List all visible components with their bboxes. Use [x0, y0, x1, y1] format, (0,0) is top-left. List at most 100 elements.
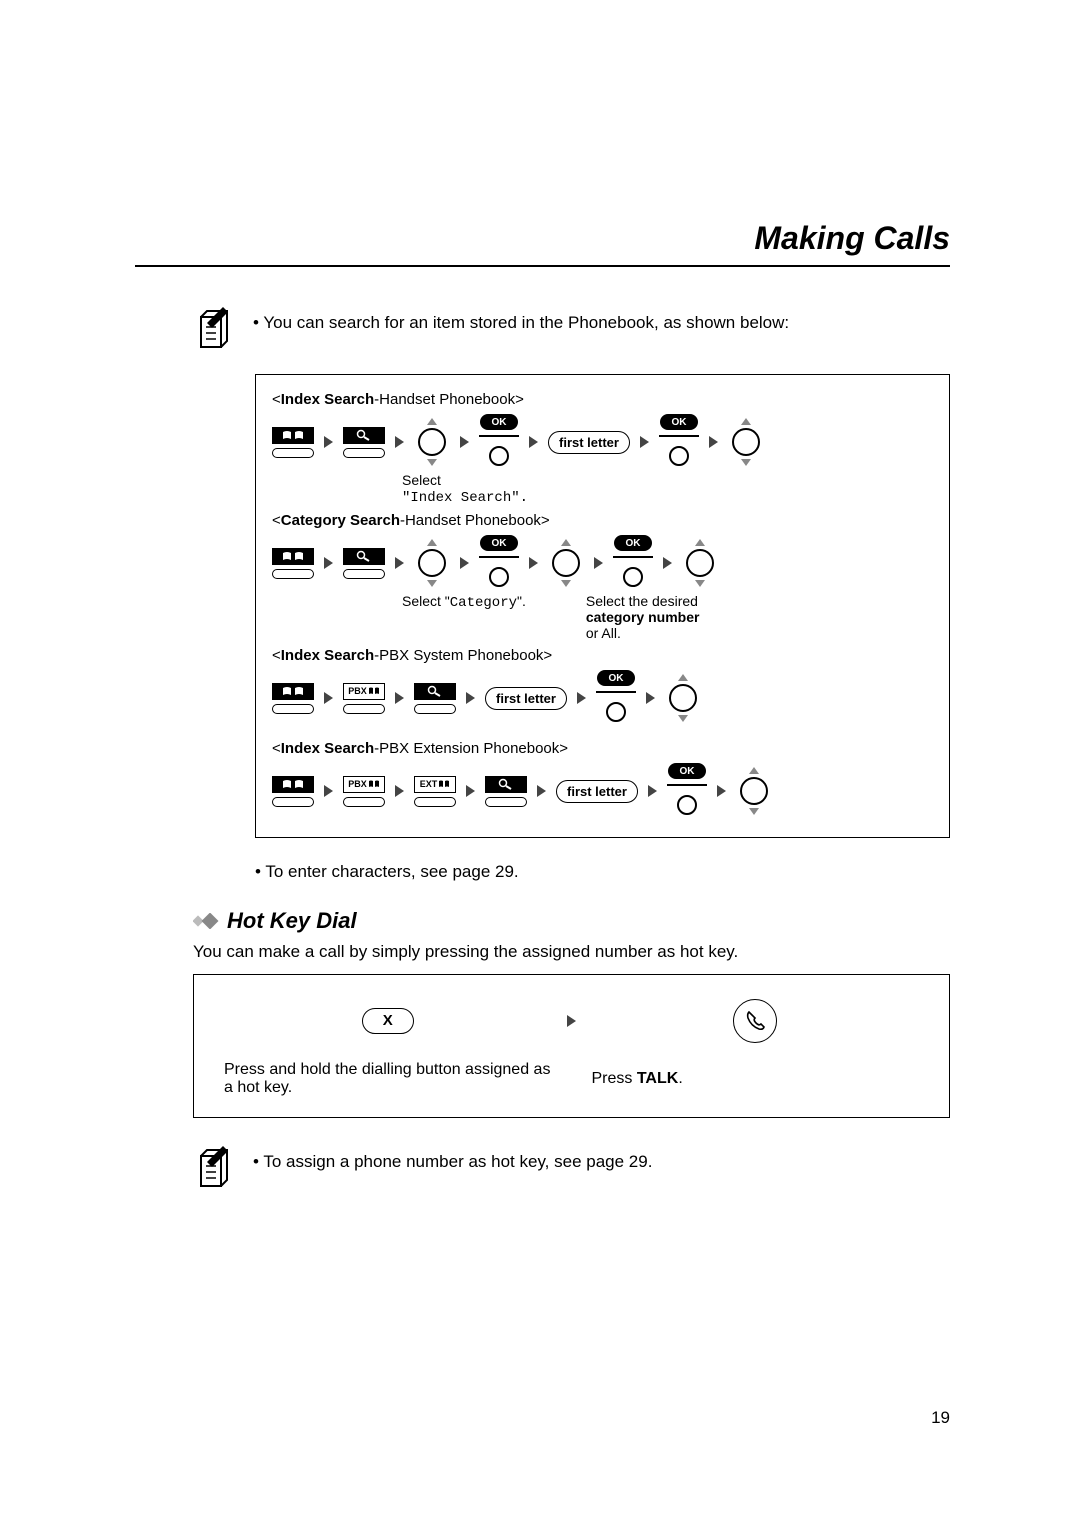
- arrow-icon: [324, 692, 333, 704]
- page-number: 19: [931, 1408, 950, 1428]
- joystick-icon: [736, 773, 772, 809]
- sec1-caption: Select "Index Search".: [402, 472, 933, 506]
- txt: Index Search: [281, 740, 374, 757]
- arrow-icon: [395, 557, 404, 569]
- joystick-icon: [414, 424, 450, 460]
- sec1-head: <Index Search-Handset Phonebook>: [272, 391, 933, 408]
- txt: .: [678, 1070, 682, 1087]
- arrow-icon: [395, 692, 404, 704]
- txt: <: [272, 391, 281, 408]
- ok-key: OK: [479, 535, 519, 591]
- arrow-icon: [577, 692, 586, 704]
- note-2: To assign a phone number as hot key, see…: [195, 1146, 950, 1195]
- txt: Index Search: [281, 391, 374, 408]
- ok-key: OK: [613, 535, 653, 591]
- pbx-label: PBX: [348, 686, 367, 696]
- search-key: [343, 548, 385, 579]
- search-key: [485, 776, 527, 807]
- arrow-icon: [395, 436, 404, 448]
- sec1-flow: OK first letter OK: [272, 414, 933, 470]
- note-1: You can search for an item stored in the…: [195, 307, 950, 356]
- talk-button-icon: [733, 999, 777, 1043]
- sec2-head: <Category Search-Handset Phonebook>: [272, 512, 933, 529]
- arrow-icon: [717, 785, 726, 797]
- ok-label: OK: [614, 535, 652, 551]
- txt: Category: [450, 595, 517, 611]
- txt: -Handset Phonebook>: [374, 391, 524, 408]
- hotkey-intro: You can make a call by simply pressing t…: [193, 942, 950, 962]
- txt: category number: [586, 609, 700, 625]
- arrow-cell: [552, 1015, 592, 1027]
- arrow-icon: [646, 692, 655, 704]
- phonebook-key: [272, 548, 314, 579]
- joystick-icon: [414, 545, 450, 581]
- sec2-flow: OK OK: [272, 535, 933, 591]
- txt: Select the desired: [586, 593, 698, 609]
- hotkey-left-text: Press and hold the dialling button assig…: [224, 1061, 552, 1097]
- notepad-icon: [195, 307, 235, 356]
- txt: -PBX System Phonebook>: [374, 647, 552, 664]
- arrow-icon: [709, 436, 718, 448]
- txt: <: [272, 647, 281, 664]
- arrow-icon: [594, 557, 603, 569]
- sec2-captions: Select "Category". Select the desired ca…: [402, 593, 933, 641]
- arrow-icon: [529, 557, 538, 569]
- txt: or All.: [586, 625, 621, 641]
- arrow-icon: [648, 785, 657, 797]
- txt: Press: [592, 1070, 637, 1087]
- first-letter-pill: first letter: [485, 687, 567, 710]
- note-2-text: To assign a phone number as hot key, see…: [253, 1146, 652, 1174]
- sec3-flow: PBX first letter OK: [272, 670, 933, 726]
- txt: Select: [402, 472, 441, 488]
- phonebook-key: [272, 776, 314, 807]
- hotkey-title: Hot Key Dial: [227, 908, 357, 934]
- txt: Category Search: [281, 512, 400, 529]
- x-button-cell: X: [224, 1008, 552, 1034]
- joystick-icon: [682, 545, 718, 581]
- talk-button-cell: [592, 999, 920, 1043]
- arrow-icon: [466, 785, 475, 797]
- ok-label: OK: [480, 414, 518, 430]
- arrow-icon: [529, 436, 538, 448]
- arrow-icon: [460, 557, 469, 569]
- txt: -Handset Phonebook>: [400, 512, 550, 529]
- txt: <: [272, 740, 281, 757]
- search-key: [343, 427, 385, 458]
- txt: ".: [517, 593, 526, 609]
- arrow-icon: [324, 785, 333, 797]
- first-letter-pill: first letter: [556, 780, 638, 803]
- txt: <: [272, 512, 281, 529]
- phonebook-key: [272, 683, 314, 714]
- txt: TALK: [637, 1070, 678, 1087]
- sec3-head: <Index Search-PBX System Phonebook>: [272, 647, 933, 664]
- search-key: [414, 683, 456, 714]
- arrow-icon: [460, 436, 469, 448]
- pbx-label: PBX: [348, 779, 367, 789]
- txt: "Index Search".: [402, 490, 528, 506]
- arrow-icon: [663, 557, 672, 569]
- ok-key: OK: [667, 763, 707, 819]
- txt: Select ": [402, 593, 450, 609]
- arrow-icon: [567, 1015, 576, 1027]
- arrow-icon: [324, 436, 333, 448]
- arrow-icon: [537, 785, 546, 797]
- page-title: Making Calls: [135, 220, 950, 267]
- x-button: X: [362, 1008, 414, 1034]
- joystick-icon: [665, 680, 701, 716]
- ext-label: EXT: [420, 779, 438, 789]
- note-1-text: You can search for an item stored in the…: [253, 307, 789, 335]
- arrow-icon: [466, 692, 475, 704]
- ok-key: OK: [659, 414, 699, 470]
- pbx-key: PBX: [343, 776, 385, 807]
- arrow-icon: [640, 436, 649, 448]
- sec4-flow: PBX EXT first letter OK: [272, 763, 933, 819]
- joystick-icon: [728, 424, 764, 460]
- hotkey-right-text: Press TALK.: [592, 1070, 920, 1088]
- ok-label: OK: [668, 763, 706, 779]
- diamond-icon: [193, 913, 219, 929]
- hotkey-title-row: Hot Key Dial: [193, 908, 950, 934]
- notepad-icon: [195, 1146, 235, 1195]
- arrow-icon: [324, 557, 333, 569]
- ext-key: EXT: [414, 776, 456, 807]
- sec4-head: <Index Search-PBX Extension Phonebook>: [272, 740, 933, 757]
